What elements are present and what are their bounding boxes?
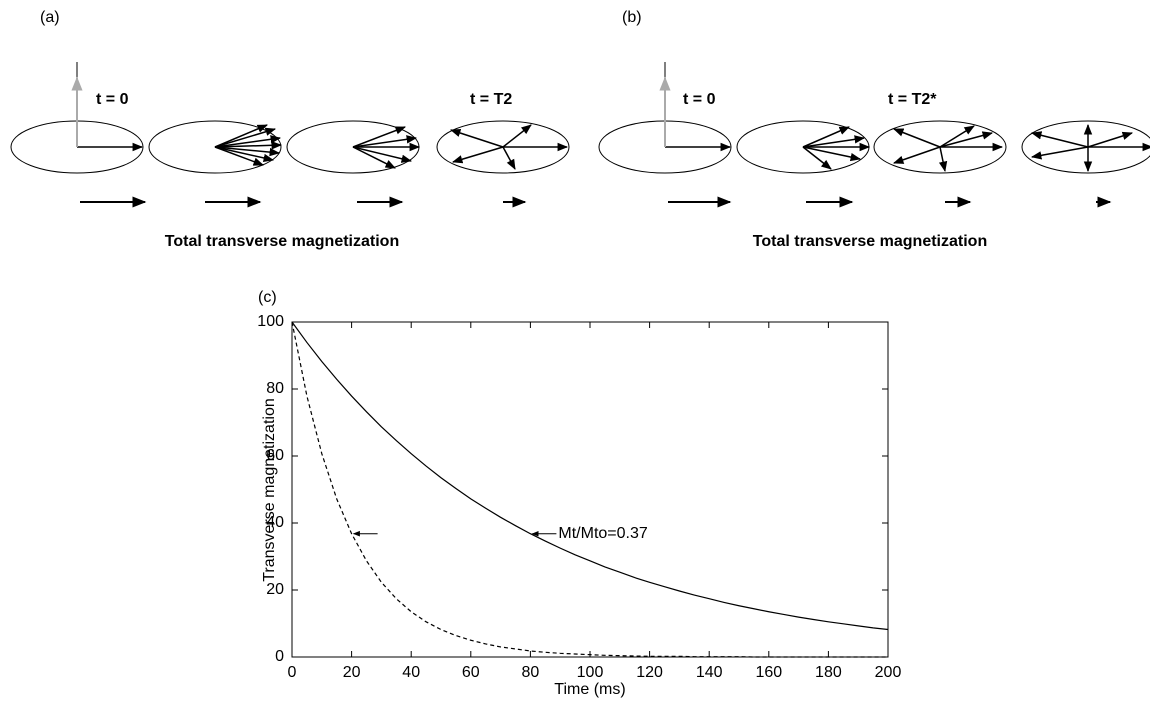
x-tick-label: 120 <box>636 664 663 681</box>
spin-arrow <box>938 146 948 173</box>
x-tick-label: 80 <box>522 664 540 681</box>
annotation: Mt/Mto=0.37 <box>558 525 647 542</box>
spin-arrow <box>1030 131 1089 148</box>
spin-arrow <box>502 146 516 170</box>
spin-arrow <box>893 146 941 164</box>
spin-arrow <box>1030 146 1089 160</box>
x-tick-label: 160 <box>755 664 782 681</box>
diagrams <box>10 62 1150 208</box>
spin-arrow <box>352 135 418 148</box>
panel-label: (c) <box>258 289 277 306</box>
spin-arrow <box>802 126 850 148</box>
x-axis-label: Time (ms) <box>554 681 625 698</box>
spin-arrow <box>802 135 866 148</box>
spin-arrow <box>802 146 832 170</box>
panel-label: (a) <box>40 9 60 26</box>
y-axis-label: Transverse magnetization <box>261 398 278 582</box>
x-tick-label: 60 <box>462 664 480 681</box>
x-tick-label: 200 <box>875 664 902 681</box>
spin-arrow <box>1087 131 1134 148</box>
spin-arrow <box>214 146 264 166</box>
spin-arrow <box>214 146 281 157</box>
time-label: t = 0 <box>96 91 129 108</box>
spin-arrow <box>214 141 283 150</box>
x-tick-label: 40 <box>402 664 420 681</box>
x-tick-label: 20 <box>343 664 361 681</box>
line-series <box>291 321 888 658</box>
y-tick-label: 60 <box>266 447 284 464</box>
plot-frame <box>291 321 889 658</box>
line-series <box>291 321 889 631</box>
time-label: t = T2* <box>888 91 937 108</box>
spin-arrow <box>450 128 504 148</box>
spin-arrow <box>893 128 941 148</box>
spin-arrow <box>214 127 277 148</box>
ellipse <box>1021 120 1150 174</box>
x-tick-label: 100 <box>577 664 604 681</box>
y-tick-label: 100 <box>257 313 284 330</box>
x-tick-label: 180 <box>815 664 842 681</box>
caption: Total transverse magnetization <box>165 233 399 250</box>
spin-arrow <box>939 131 994 148</box>
y-tick-label: 20 <box>266 581 284 598</box>
panel-label: (b) <box>622 9 642 26</box>
spin-arrow <box>352 126 406 148</box>
y-tick-label: 80 <box>266 380 284 397</box>
spin-arrow <box>352 146 396 169</box>
spin-arrow <box>352 146 413 163</box>
x-tick-label: 140 <box>696 664 723 681</box>
y-tick-label: 0 <box>275 648 284 665</box>
spin-arrow <box>451 146 504 164</box>
ellipse <box>436 120 570 174</box>
ellipse <box>873 120 1007 174</box>
spin-arrow <box>802 146 862 162</box>
time-label: t = T2 <box>470 91 512 108</box>
spin-arrow <box>939 125 975 148</box>
y-tick-label: 40 <box>266 514 284 531</box>
spin-arrow <box>214 135 282 148</box>
caption: Total transverse magnetization <box>753 233 987 250</box>
spin-arrow <box>502 124 532 148</box>
spin-arrow <box>214 124 268 148</box>
time-label: t = 0 <box>683 91 716 108</box>
x-tick-label: 0 <box>288 664 297 681</box>
